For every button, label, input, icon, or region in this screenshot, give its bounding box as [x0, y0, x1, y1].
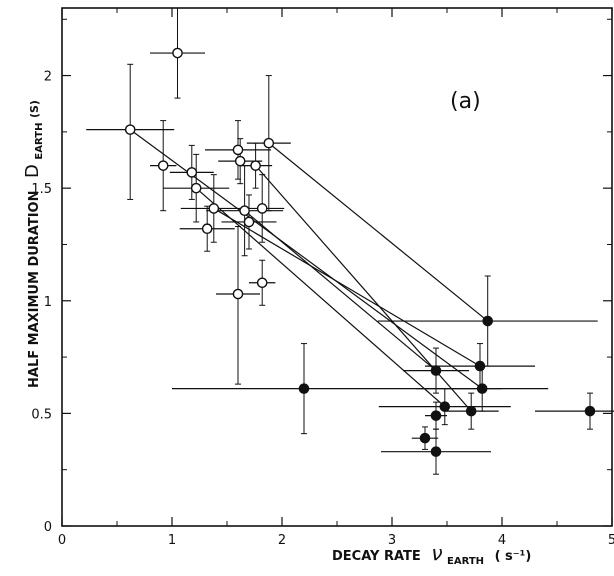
- x-axis-title-main: DECAY RATE: [332, 549, 421, 564]
- filled-data-point: [584, 405, 596, 417]
- connection-line: [244, 210, 437, 372]
- x-axis-title-sub: EARTH: [447, 556, 484, 567]
- open-data-point: [250, 160, 261, 171]
- filled-data-point: [474, 360, 486, 372]
- open-data-point: [239, 205, 250, 216]
- filled-data-point: [465, 405, 477, 417]
- error-bars-layer: [86, 7, 614, 475]
- filled-data-point: [430, 410, 442, 421]
- connection-line: [213, 207, 481, 367]
- y-tick-label: 0: [44, 520, 52, 535]
- open-data-point: [186, 167, 198, 178]
- connection-line: [129, 129, 483, 390]
- x-axis-title-unit: ( s⁻¹): [495, 549, 532, 564]
- open-data-point: [172, 47, 183, 59]
- x-tick-label: 5: [608, 533, 614, 548]
- open-data-point: [190, 182, 202, 194]
- filled-data-point: [430, 446, 442, 457]
- y-axis-title-unit: (S): [28, 100, 41, 118]
- y-axis-title-sub: EARTH: [34, 123, 45, 160]
- x-tick-label: 0: [58, 533, 66, 548]
- open-data-point: [256, 203, 268, 214]
- filled-data-point: [476, 383, 488, 394]
- open-data-point: [208, 203, 220, 214]
- open-data-point: [232, 288, 244, 300]
- filled-data-point: [430, 365, 442, 376]
- axes-layer: 0 1 2 3 4 5 0 0.5 1 1.5 2: [31, 7, 614, 548]
- connection-line: [195, 187, 446, 408]
- x-tick-label: 4: [498, 533, 506, 548]
- filled-data-point: [439, 401, 451, 412]
- data-points-layer: [124, 47, 596, 457]
- y-tick-label: 1.5: [31, 182, 52, 197]
- y-tick-label: 2: [44, 70, 52, 85]
- plot-frame: [61, 7, 613, 527]
- open-data-point: [263, 137, 275, 149]
- open-data-point: [234, 155, 246, 167]
- x-axis-title: DECAY RATE ν EARTH ( s⁻¹): [332, 541, 531, 568]
- open-data-point: [243, 216, 255, 228]
- y-tick-label: 1: [44, 295, 52, 310]
- x-tick-label: 1: [168, 533, 176, 548]
- open-data-point: [232, 144, 244, 156]
- open-data-point: [157, 160, 169, 171]
- open-data-point: [124, 124, 136, 135]
- y-axis-title-symbol: D: [22, 164, 43, 178]
- y-axis-title: HALF MAXIMUM DURATION D EARTH (S): [22, 100, 46, 388]
- connection-line: [268, 142, 489, 322]
- x-tick-label: 2: [278, 533, 286, 548]
- filled-data-point: [298, 383, 310, 394]
- open-data-point: [256, 277, 268, 289]
- open-data-point: [201, 223, 213, 235]
- x-axis-title-symbol: ν: [431, 541, 442, 565]
- x-tick-label: 3: [388, 533, 396, 548]
- y-axis-title-main: HALF MAXIMUM DURATION: [27, 191, 42, 389]
- y-tick-label: 0.5: [31, 407, 52, 422]
- filled-data-point: [482, 315, 494, 327]
- panel-label: (a): [450, 89, 481, 114]
- filled-data-point: [419, 432, 431, 444]
